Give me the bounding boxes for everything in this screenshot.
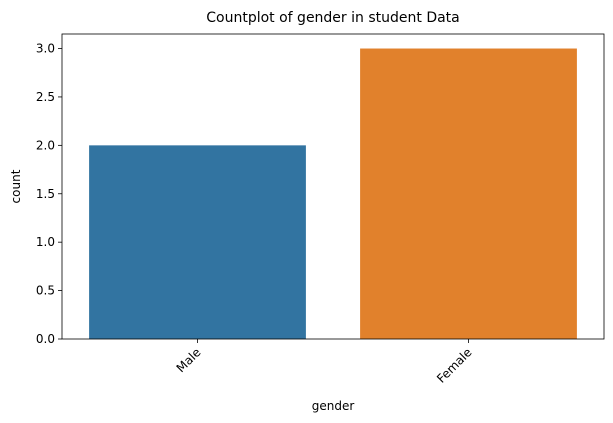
y-tick-label: 2.0: [36, 138, 55, 152]
chart-title: Countplot of gender in student Data: [206, 10, 460, 26]
y-tick-label: 3.0: [36, 42, 55, 56]
bar-male: [89, 145, 306, 339]
plot-area: [61, 33, 605, 340]
x-axis-label: gender: [312, 399, 355, 413]
plot-frame: [61, 33, 605, 340]
y-axis-label: count: [9, 169, 23, 203]
y-tick-label: 0.0: [36, 332, 55, 346]
y-tick-label: 1.5: [36, 187, 55, 201]
y-tick-label: 0.5: [36, 284, 55, 298]
y-tick-label: 2.5: [36, 90, 55, 104]
x-tick-label-female: Female: [434, 345, 475, 386]
bar-female: [360, 48, 577, 340]
x-axis: Male Female: [174, 339, 475, 386]
x-tick-label-male: Male: [174, 345, 204, 375]
y-tick-label: 1.0: [36, 235, 55, 249]
y-axis: 0.0 0.5 1.0 1.5 2.0 2.5 3.0: [36, 42, 62, 346]
